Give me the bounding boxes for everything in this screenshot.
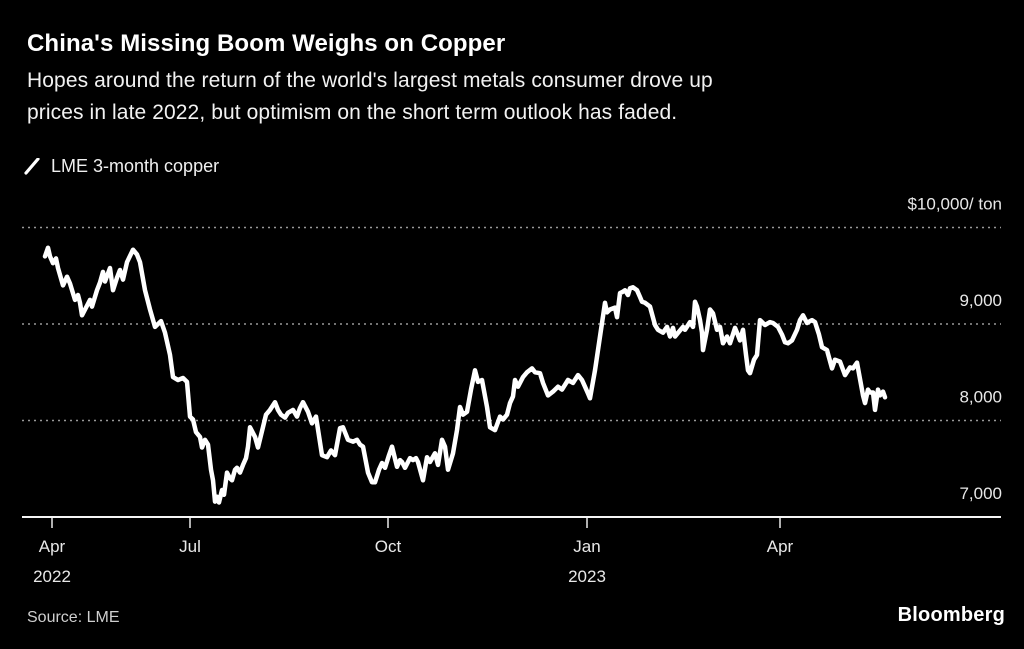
chart-subtitle-line1: Hopes around the return of the world's l… bbox=[27, 69, 713, 92]
legend-label: LME 3-month copper bbox=[51, 156, 220, 176]
bloomberg-logo: Bloomberg bbox=[897, 604, 1005, 626]
x-axis-label: Apr bbox=[39, 537, 66, 556]
source-note: Source: LME bbox=[27, 609, 120, 626]
chart-title: China's Missing Boom Weighs on Copper bbox=[27, 30, 506, 57]
y-axis-label: 7,000 bbox=[959, 484, 1002, 503]
x-axis-label: Jan bbox=[573, 537, 600, 556]
y-axis-label: 8,000 bbox=[959, 388, 1002, 407]
x-axis-year-label: 2022 bbox=[33, 567, 71, 586]
y-axis-label: $10,000/ ton bbox=[907, 195, 1002, 214]
diagonal-line-swatch-icon bbox=[24, 158, 40, 175]
x-axis-label: Oct bbox=[375, 537, 402, 556]
legend: LME 3-month copper bbox=[24, 156, 219, 177]
x-axis-label: Apr bbox=[767, 537, 794, 556]
chart-header: China's Missing Boom Weighs on Copper Ho… bbox=[27, 30, 713, 129]
chart-subtitle-line2: prices in late 2022, but optimism on the… bbox=[27, 101, 678, 124]
price-line bbox=[42, 245, 888, 505]
x-axis-label: Jul bbox=[179, 537, 201, 556]
x-axis-year-label: 2023 bbox=[568, 567, 606, 586]
y-axis-label: 9,000 bbox=[959, 291, 1002, 310]
